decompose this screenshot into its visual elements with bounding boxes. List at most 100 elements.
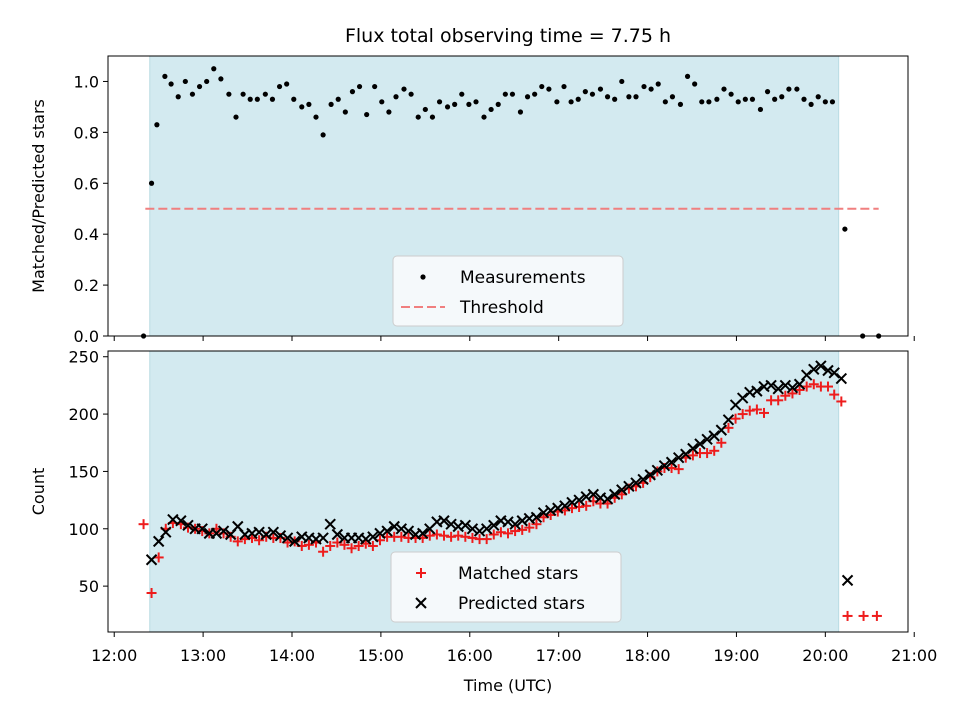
- measurement-point: [182, 78, 188, 85]
- x-stroke-b: [317, 532, 329, 544]
- measurement-point: [226, 91, 232, 97]
- measurement-point: [422, 106, 428, 113]
- x-stroke-b: [409, 528, 422, 541]
- measurement-point: [786, 86, 792, 92]
- matched-star-point: [495, 527, 506, 538]
- measurement-point: [240, 91, 246, 97]
- measurement-point: [677, 101, 684, 107]
- measurement-point: [154, 122, 160, 128]
- predicted-star-point: [544, 504, 557, 517]
- matched-star-point: [460, 531, 471, 542]
- measurement-point: [829, 99, 836, 105]
- predicted-star-point: [253, 526, 265, 538]
- legend-measurements-marker: [420, 274, 426, 280]
- predicted-star-point: [672, 451, 685, 464]
- x-tick-label: 17:00: [536, 646, 582, 665]
- measurement-point: [284, 81, 290, 87]
- x-stroke-b: [701, 433, 713, 446]
- measurement-point: [757, 106, 764, 113]
- x-stroke-b: [772, 383, 784, 395]
- x-stroke-b: [665, 456, 678, 468]
- matched-star-point: [801, 381, 812, 392]
- predicted-star-point: [715, 424, 728, 436]
- matched-star-point: [318, 546, 329, 557]
- matched-star-point: [842, 610, 853, 621]
- x-stroke-b: [402, 525, 415, 537]
- matched-star-point: [138, 519, 149, 530]
- measurement-point: [546, 86, 552, 92]
- matched-star-point: [531, 519, 542, 530]
- x-stroke-b: [765, 379, 777, 392]
- matched-star-point: [709, 445, 720, 456]
- matched-star-point: [808, 379, 819, 390]
- predicted-star-point: [416, 527, 429, 540]
- predicted-star-point: [637, 473, 649, 486]
- bottom-y-axis-label: Count: [29, 468, 48, 516]
- legend-x: [415, 597, 427, 609]
- matched-star-point: [716, 437, 727, 448]
- measurement-point: [168, 81, 174, 87]
- x-stroke-b: [367, 531, 379, 543]
- x-stroke-b: [175, 515, 187, 527]
- predicted-star-point: [438, 515, 450, 527]
- predicted-star-point: [815, 360, 827, 372]
- measurement-point: [175, 94, 181, 100]
- measurement-point: [532, 91, 538, 97]
- matched-star-point: [446, 531, 457, 542]
- matched-star-point: [303, 539, 314, 550]
- measurement-point: [721, 86, 727, 92]
- top-x-ticks: [113, 336, 915, 341]
- x-stroke-b: [288, 535, 301, 548]
- legend-matched-marker: [416, 568, 426, 578]
- measurement-point: [582, 89, 588, 95]
- measurement-point: [655, 81, 661, 87]
- predicted-star-point: [651, 464, 664, 476]
- predicted-star-point: [573, 494, 585, 506]
- matched-star-point: [467, 532, 478, 543]
- predicted-star-point: [388, 520, 400, 533]
- x-stroke-b: [658, 459, 671, 472]
- measurement-point: [262, 91, 268, 97]
- predicted-star-point: [360, 533, 372, 545]
- matched-star-point: [730, 413, 741, 424]
- top-y-ticks: 0.0 0.2 0.4 0.6 0.8 1.0: [74, 72, 108, 346]
- measurement-point: [735, 99, 741, 105]
- matched-star-point: [396, 531, 407, 542]
- matched-star-point: [673, 464, 684, 475]
- bottom-legend: Matched stars Predicted stars: [390, 551, 622, 623]
- x-stroke-b: [580, 490, 592, 503]
- matched-star-point: [424, 530, 435, 541]
- predicted-star-point: [374, 527, 386, 540]
- x-stroke-b: [260, 528, 272, 541]
- matched-star-point: [829, 389, 840, 400]
- matched-star-point: [146, 588, 157, 599]
- x-stroke-b: [623, 480, 635, 493]
- predicted-star-point: [281, 532, 294, 544]
- x-stroke-b: [415, 597, 427, 609]
- x-stroke-b: [232, 520, 244, 533]
- x-stroke-b: [793, 378, 806, 390]
- measurement-point: [393, 94, 399, 100]
- measurement-point: [699, 99, 705, 105]
- x-stroke-b: [445, 518, 457, 530]
- predicted-star-point: [841, 574, 854, 587]
- x-stroke-b: [828, 367, 840, 379]
- measurement-point: [706, 99, 712, 105]
- predicted-star-point: [687, 442, 699, 455]
- predicted-star-point: [509, 518, 521, 530]
- matched-star-point: [744, 405, 755, 416]
- predicted-star-point: [175, 515, 187, 527]
- matched-star-point: [794, 384, 805, 395]
- matched-star-point: [153, 552, 164, 563]
- predicted-star-point: [808, 363, 820, 376]
- x-stroke-b: [395, 523, 408, 535]
- predicted-star-point: [665, 456, 678, 468]
- measurement-point: [692, 81, 698, 87]
- x-stroke-b: [552, 502, 564, 514]
- legend-predicted-marker: [415, 597, 427, 609]
- x-stroke-b: [509, 518, 521, 530]
- predicted-star-point: [765, 379, 777, 392]
- matched-star-point: [751, 404, 762, 415]
- predicted-star-point: [587, 488, 600, 501]
- predicted-star-point: [552, 502, 564, 514]
